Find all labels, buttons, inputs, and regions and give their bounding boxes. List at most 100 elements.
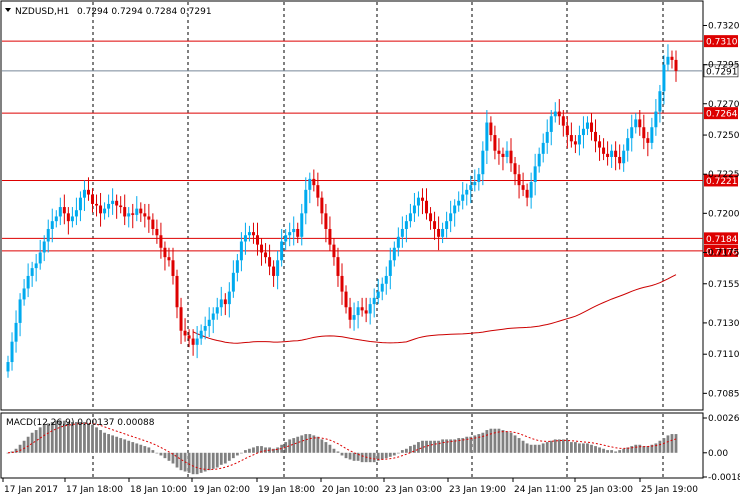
level-label: 0.7176 — [706, 247, 738, 257]
macd-bar — [658, 440, 662, 453]
symbol-dropdown-icon[interactable] — [5, 8, 11, 12]
candle-body — [610, 150, 614, 157]
candle-body — [38, 252, 42, 264]
candle-body — [449, 213, 453, 222]
candle-body — [565, 125, 569, 136]
candle-body — [658, 91, 662, 112]
candle-body — [292, 228, 296, 233]
level-label: 0.7221 — [706, 177, 738, 187]
macd-bar — [127, 440, 131, 453]
macd-bar — [622, 448, 626, 453]
candle-body — [626, 138, 630, 151]
level-label: 0.7264 — [706, 110, 738, 120]
macd-bar — [505, 431, 509, 453]
candle-body — [545, 131, 549, 143]
macd-bar — [376, 452, 380, 461]
candle-body — [396, 236, 400, 248]
macd-bar — [252, 447, 255, 453]
candle-body — [223, 299, 227, 305]
y-tick-label: 0.7225 — [708, 170, 740, 180]
candle-body — [569, 135, 573, 142]
candle-body — [392, 247, 396, 261]
macd-bar — [312, 435, 316, 453]
x-tick-label: 23 Jan 19:00 — [449, 485, 506, 495]
ohlc-label: 0.7294 0.7294 0.7284 0.7291 — [77, 7, 212, 17]
candle-body — [304, 189, 308, 214]
candle-body — [533, 166, 537, 183]
candle-body — [549, 116, 553, 132]
macd-bar — [610, 450, 614, 453]
candle-body — [384, 275, 388, 284]
macd-bar — [18, 444, 22, 453]
current-price-label: 0.7291 — [706, 67, 738, 77]
candle-body — [260, 244, 264, 253]
candle-body — [630, 127, 634, 139]
candle-body — [340, 275, 344, 292]
macd-bar — [409, 446, 412, 453]
macd-bar — [296, 436, 300, 453]
x-tick-label: 17 Jan 18:00 — [66, 485, 123, 495]
candle-body — [324, 213, 328, 229]
macd-tick-label: -0.00181 — [708, 473, 740, 483]
macd-bar — [155, 452, 159, 454]
macd-bar — [513, 435, 517, 453]
main-plot-area[interactable] — [0, 0, 704, 411]
macd-bar — [288, 439, 292, 453]
candle-body — [111, 200, 115, 204]
macd-bar — [618, 450, 622, 453]
macd-bar — [441, 439, 445, 453]
x-tick-label: 25 Jan 03:00 — [576, 485, 633, 495]
macd-bar — [83, 422, 86, 453]
candle-body — [537, 153, 541, 167]
candle-body — [143, 213, 147, 217]
candle-body — [368, 304, 372, 314]
macd-bar — [107, 434, 111, 453]
candle-body — [18, 299, 22, 323]
candle-body — [312, 178, 316, 186]
macd-bar — [417, 442, 420, 453]
macd-bar — [179, 452, 183, 471]
moving-average-line — [192, 274, 677, 344]
macd-bar — [348, 452, 352, 460]
macd-bar — [654, 443, 658, 453]
support-resistance-levels[interactable]: 0.7310 0.7264 0.7221 0.7184 0.7176 0.7291 — [2, 35, 739, 257]
macd-bar — [598, 447, 601, 453]
candle-body — [529, 182, 533, 198]
macd-bar — [203, 452, 207, 472]
candle-body — [489, 122, 493, 136]
level-label: 0.7310 — [706, 38, 738, 48]
current-price-box — [703, 64, 739, 78]
candle-body — [268, 257, 272, 267]
candle-body — [300, 213, 304, 237]
candle-body — [103, 208, 107, 214]
candle-body — [380, 283, 384, 292]
macd-bar — [445, 439, 449, 453]
candle-body — [187, 335, 191, 339]
candle-body — [408, 213, 412, 222]
level-label-box — [704, 107, 738, 120]
macd-bar — [87, 423, 90, 453]
candle-body — [437, 228, 441, 237]
macd-bar — [159, 452, 163, 456]
level-label-box — [704, 174, 738, 187]
macd-bar — [509, 432, 513, 453]
macd-bar — [489, 428, 493, 453]
level-label-box — [704, 244, 738, 257]
candle-body — [634, 119, 638, 128]
macd-bar — [533, 444, 537, 453]
candle-body — [589, 122, 593, 132]
candle-body — [66, 213, 70, 222]
candle-body — [78, 197, 82, 211]
macd-bar — [626, 447, 630, 453]
macd-bar — [34, 430, 38, 453]
macd-bar — [38, 427, 42, 453]
candle-body — [131, 213, 135, 215]
price-axis: 0.7320 0.7295 0.7270 0.7250 0.7225 0.7200 0.71… — [703, 21, 740, 399]
candle-body — [284, 235, 288, 242]
macd-bar — [248, 448, 251, 453]
candle-body — [199, 330, 203, 339]
macd-bar — [26, 436, 30, 453]
candle-body — [74, 210, 78, 217]
candle-body — [107, 203, 111, 209]
